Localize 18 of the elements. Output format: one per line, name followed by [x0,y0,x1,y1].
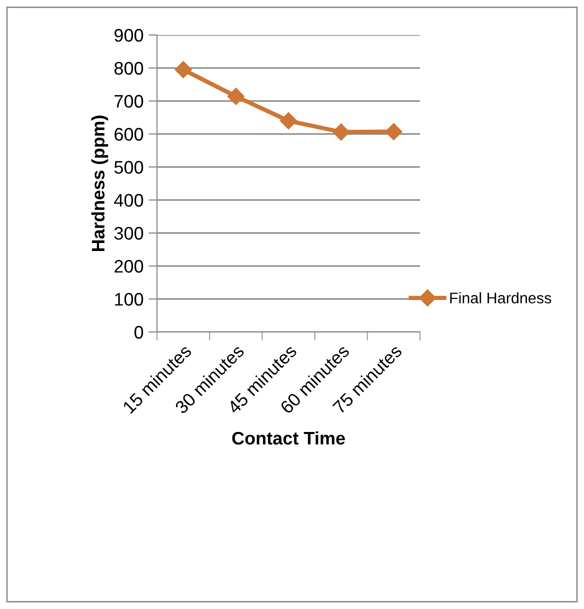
point [174,61,192,78]
point [227,88,244,105]
y-tick-label: 500 [114,160,144,174]
y-tick-label: 900 [114,28,144,42]
y-tick-label: 400 [114,194,144,207]
point [385,123,402,140]
y-tick-label: 600 [114,128,144,141]
y-tick-label: 800 [114,62,144,75]
y-axis-title: Hardness (ppm) [91,116,108,252]
y-tick-label: 700 [114,94,144,108]
y-tick-label: 0 [134,326,144,339]
y-tick-label: 200 [114,260,144,273]
point [332,123,350,141]
y-tick-label: 300 [114,226,144,240]
x-axis-title: Contact Time [232,431,345,445]
point [280,112,298,130]
y-tick-label: 100 [115,292,144,306]
legend-label: Final Hardness [450,292,552,304]
